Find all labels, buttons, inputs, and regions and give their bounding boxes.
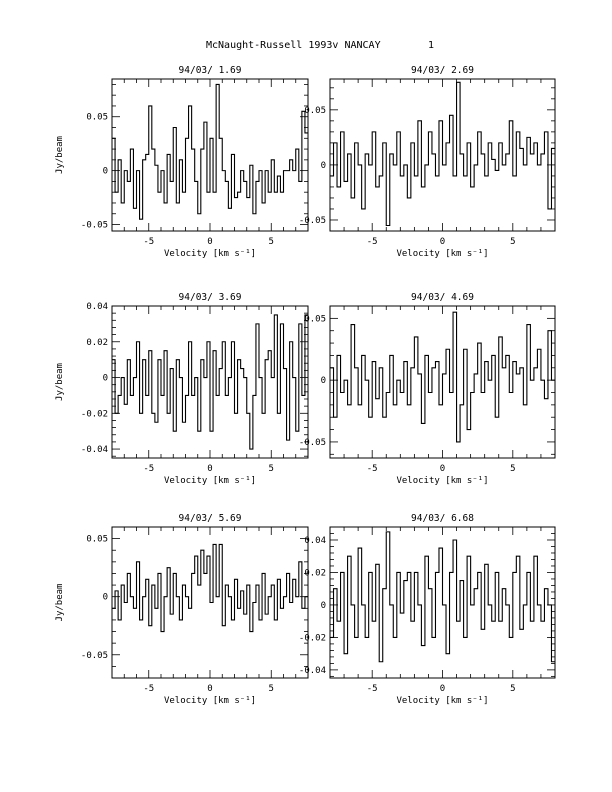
x-axis-label: Velocity [km s⁻¹] <box>396 696 488 706</box>
x-tick-label: 0 <box>207 237 212 247</box>
y-axis-label: Jy/beam <box>55 136 65 174</box>
x-tick-label: 5 <box>510 464 515 474</box>
y-tick-label: 0.02 <box>304 568 326 578</box>
x-tick-label: 0 <box>440 464 445 474</box>
x-axis-label: Velocity [km s⁻¹] <box>396 249 488 259</box>
spectrum-panel-3: 94/03/ 3.69 -5 0 5 -0.04 -0.02 0 0.02 0.04 Veloci… <box>55 292 309 486</box>
x-tick-label: -5 <box>367 464 378 474</box>
y-tick-label: 0.02 <box>86 338 108 348</box>
y-tick-label: 0 <box>321 376 326 386</box>
spectrum-panel-1: 94/03/ 1.69 -5 0 5 -0.05 0 0.05 Velocity [km s⁻… <box>55 65 309 259</box>
y-tick-label: 0 <box>321 601 326 611</box>
y-tick-label: 0.05 <box>86 535 108 545</box>
y-tick-label: -0.05 <box>81 221 108 231</box>
y-tick-label: 0 <box>103 374 108 384</box>
x-tick-label: -5 <box>143 237 154 247</box>
x-tick-label: 5 <box>269 684 274 694</box>
page-title: McNaught-Russell 1993v NANCAY <box>206 40 381 51</box>
x-axis-label: Velocity [km s⁻¹] <box>164 476 256 486</box>
page-number: 1 <box>428 40 434 51</box>
spectrum-line <box>330 311 555 443</box>
x-tick-label: -5 <box>367 684 378 694</box>
x-axis-label: Velocity [km s⁻¹] <box>164 249 256 259</box>
x-tick-label: 5 <box>269 464 274 474</box>
y-tick-label: -0.05 <box>299 216 326 226</box>
y-tick-label: -0.05 <box>299 438 326 448</box>
x-axis-label: Velocity [km s⁻¹] <box>396 476 488 486</box>
y-tick-label: 0.05 <box>86 113 108 123</box>
spectrum-panel-6: 94/03/ 6.68 -5 0 5 -0.04 -0.02 0 0.02 0.04 Veloci… <box>299 513 556 706</box>
y-tick-label: 0.04 <box>304 536 326 546</box>
panel-title: 94/03/ 1.69 <box>179 65 242 76</box>
y-tick-label: 0.05 <box>304 106 326 116</box>
panel-title: 94/03/ 3.69 <box>179 292 242 303</box>
x-tick-label: 0 <box>440 684 445 694</box>
y-tick-label: 0 <box>321 161 326 171</box>
x-tick-label: 0 <box>207 464 212 474</box>
y-tick-label: 0 <box>103 593 108 603</box>
spectrum-line <box>330 531 555 663</box>
panel-title: 94/03/ 2.69 <box>411 65 474 76</box>
panel-title: 94/03/ 6.68 <box>411 513 474 524</box>
x-tick-label: -5 <box>143 464 154 474</box>
x-tick-label: 0 <box>207 684 212 694</box>
spectrum-line <box>330 81 555 227</box>
panel-title: 94/03/ 5.69 <box>179 513 242 524</box>
y-tick-label: -0.04 <box>81 445 108 455</box>
x-tick-label: -5 <box>367 237 378 247</box>
y-tick-label: -0.02 <box>81 409 108 419</box>
x-axis-label: Velocity [km s⁻¹] <box>164 696 256 706</box>
y-tick-label: 0.04 <box>86 302 108 312</box>
x-tick-label: 5 <box>510 684 515 694</box>
spectrum-line <box>112 314 308 450</box>
y-tick-label: -0.04 <box>299 666 326 676</box>
x-tick-label: 0 <box>440 237 445 247</box>
y-axis-label: Jy/beam <box>55 584 65 622</box>
spectrum-panel-2: 94/03/ 2.69 -5 0 5 -0.05 0 0.05 Velocity [km s⁻… <box>299 65 556 259</box>
x-tick-label: 5 <box>510 237 515 247</box>
y-tick-label: 0.05 <box>304 314 326 324</box>
y-tick-label: 0 <box>103 167 108 177</box>
y-tick-label: -0.02 <box>299 633 326 643</box>
spectrum-panel-5: 94/03/ 5.69 -5 0 5 -0.05 0 0.05 Velocity [km s⁻… <box>55 513 309 706</box>
spectrum-line <box>112 83 308 220</box>
y-tick-label: -0.05 <box>81 651 108 661</box>
x-tick-label: 5 <box>269 237 274 247</box>
x-tick-label: -5 <box>143 684 154 694</box>
panel-grid: 94/03/ 1.69 -5 0 5 -0.05 0 0.05 Velocity [km s⁻… <box>55 65 556 706</box>
y-axis-label: Jy/beam <box>55 363 65 401</box>
panel-title: 94/03/ 4.69 <box>411 292 474 303</box>
spectrum-line <box>112 543 308 633</box>
spectrum-panel-4: 94/03/ 4.69 -5 0 5 -0.05 0 0.05 Velocity [km s⁻… <box>299 292 556 486</box>
